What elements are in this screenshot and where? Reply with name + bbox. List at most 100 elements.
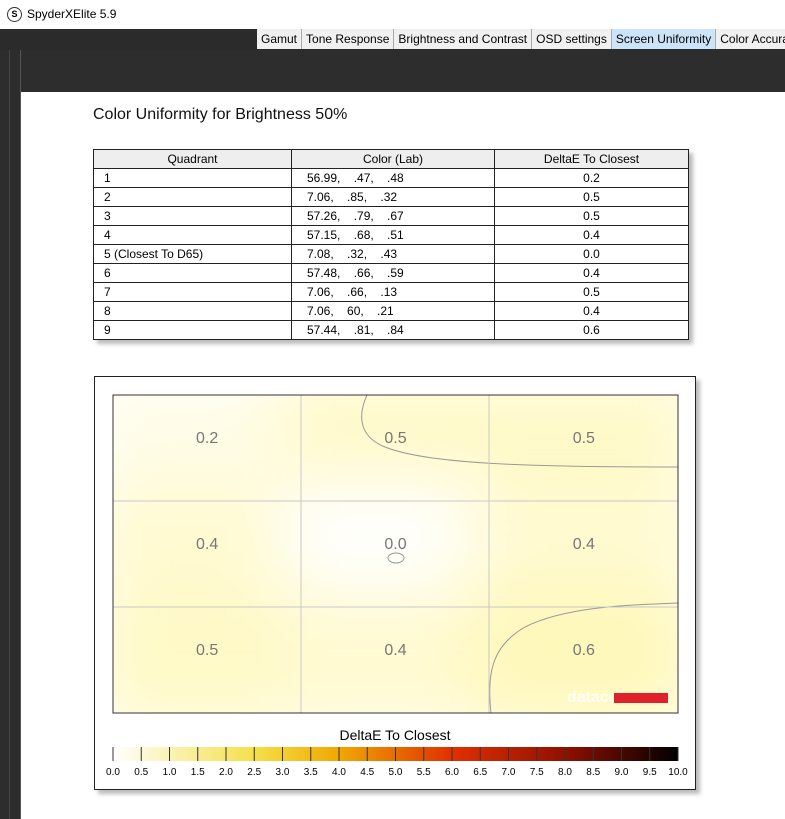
colorbar-label: 0.5 bbox=[134, 767, 148, 778]
table-cell: 0.4 bbox=[494, 225, 689, 245]
colorbar-label: 4.5 bbox=[360, 767, 374, 778]
table-row: 6 57.48, .66, .59 0.4 bbox=[93, 263, 689, 283]
window-title: SpyderXElite 5.9 bbox=[27, 7, 117, 21]
table-cell: 0.4 bbox=[494, 301, 689, 321]
table-cell: 0.2 bbox=[494, 168, 689, 188]
colorbar-label: 2.5 bbox=[247, 767, 261, 778]
cell-value: 0.4 bbox=[384, 642, 406, 659]
table-cell: 9 bbox=[93, 320, 292, 340]
table-cell: 2 bbox=[93, 187, 292, 207]
tab-bar: Gamut Tone Response Brightness and Contras… bbox=[0, 29, 785, 50]
colorbar-label: 0.0 bbox=[106, 767, 120, 778]
cell-value: 0.4 bbox=[196, 536, 218, 553]
colorbar-label: 6.5 bbox=[473, 767, 487, 778]
table-cell: 0.5 bbox=[494, 282, 689, 302]
column-header: Color (Lab) bbox=[291, 149, 495, 169]
colorbar-label: 1.5 bbox=[191, 767, 205, 778]
table-cell: 1 bbox=[93, 168, 292, 188]
table-cell: 57.26, .79, .67 bbox=[291, 206, 495, 226]
colorbar-label: 8.5 bbox=[586, 767, 600, 778]
watermark-bar bbox=[614, 693, 668, 703]
table-cell: 8 bbox=[93, 301, 292, 321]
contour-line bbox=[489, 602, 678, 713]
header-row: Quadrant Color (Lab) DeltaE To Closest bbox=[93, 149, 689, 169]
table-cell: 57.48, .66, .59 bbox=[291, 263, 495, 283]
colorbar-label: 3.0 bbox=[276, 767, 290, 778]
table-cell: 3 bbox=[93, 206, 292, 226]
table-row: 9 57.44, .81, .84 0.6 bbox=[93, 320, 689, 340]
table-cell: 7 bbox=[93, 282, 292, 302]
table-row: 7 7.06, .66, .13 0.5 bbox=[93, 282, 689, 302]
cell-value: 0.6 bbox=[573, 642, 595, 659]
table-cell: 5 (Closest To D65) bbox=[93, 244, 292, 264]
heat-blur bbox=[113, 395, 678, 713]
table-cell: 57.44, .81, .84 bbox=[291, 320, 495, 340]
uniformity-table: Quadrant Color (Lab) DeltaE To Closest 1 56.… bbox=[93, 149, 689, 340]
cell-value: 0.2 bbox=[196, 430, 218, 447]
colorbar-label: 5.5 bbox=[417, 767, 431, 778]
report-title: Color Uniformity for Brightness 50% bbox=[93, 106, 348, 123]
contours bbox=[361, 395, 678, 713]
colorbar-label: 8.0 bbox=[558, 767, 572, 778]
table-cell: 7.06, .85, .32 bbox=[291, 187, 495, 207]
colorbar-label: 7.5 bbox=[530, 767, 544, 778]
tab[interactable]: Color Accuracy bbox=[716, 29, 785, 49]
plot-frame bbox=[112, 394, 679, 714]
colorbar-label: 7.0 bbox=[502, 767, 516, 778]
heat-field bbox=[113, 395, 678, 713]
colorbar-label: 9.0 bbox=[615, 767, 629, 778]
tab[interactable]: Gamut bbox=[257, 29, 303, 49]
contour-line bbox=[387, 552, 405, 564]
uniformity-map: datacolor DeltaE To Closest 0.0 0.5 1.0 1.5… bbox=[94, 376, 696, 790]
colorbar-label: 4.0 bbox=[332, 767, 346, 778]
cell-value: 0.4 bbox=[573, 536, 595, 553]
table-cell: 7.08, .32, .43 bbox=[291, 244, 495, 264]
tab[interactable]: OSD settings bbox=[532, 29, 612, 49]
table-row: 2 7.06, .85, .32 0.5 bbox=[93, 187, 689, 207]
colorbar-label: 10.0 bbox=[668, 767, 688, 778]
column-header: DeltaE To Closest bbox=[494, 149, 689, 169]
table-cell: 56.99, .47, .48 bbox=[291, 168, 495, 188]
colorbar-label: 1.0 bbox=[163, 767, 177, 778]
tab[interactable]: Screen Uniformity bbox=[611, 29, 717, 49]
table-row: 4 57.15, .68, .51 0.4 bbox=[93, 225, 689, 245]
table-body: 1 56.99, .47, .48 0.2 2 7.06, .85, .32 0.5 3 57… bbox=[93, 168, 689, 340]
title-bar: S SpyderXElite 5.9 bbox=[0, 0, 785, 29]
colorbar-ticks: 0.0 0.5 1.0 1.5 2.0 2.5 3.0 3.5 4.0 4.5 5.0 5.5 6.0 6… bbox=[106, 747, 688, 778]
cell-value: 0.5 bbox=[573, 430, 595, 447]
colorbar-label: 9.5 bbox=[643, 767, 657, 778]
colorbar-label: 5.0 bbox=[389, 767, 403, 778]
table-cell: 6 bbox=[93, 263, 292, 283]
cell-value: 0.5 bbox=[196, 642, 218, 659]
tabs: Gamut Tone Response Brightness and Contras… bbox=[257, 29, 785, 49]
tab[interactable]: Brightness and Contrast bbox=[394, 29, 533, 49]
map-svg: datacolor DeltaE To Closest 0.0 0.5 1.0 1.5… bbox=[106, 394, 688, 778]
app-icon: S bbox=[7, 7, 22, 22]
table-cell: 57.15, .68, .51 bbox=[291, 225, 495, 245]
table-cell: 0.0 bbox=[494, 244, 689, 264]
table-cell: 0.5 bbox=[494, 206, 689, 226]
colorbar-label: 3.5 bbox=[304, 767, 318, 778]
table-cell: 4 bbox=[93, 225, 292, 245]
legend-title: DeltaE To Closest bbox=[339, 727, 450, 743]
cell-value: 0.5 bbox=[384, 430, 406, 447]
table-row: 1 56.99, .47, .48 0.2 bbox=[93, 168, 689, 188]
grid bbox=[113, 395, 678, 713]
table-cell: 7.06, 60, .21 bbox=[291, 301, 495, 321]
cell-value: 0.0 bbox=[384, 536, 406, 553]
table-row: 3 57.26, .79, .67 0.5 bbox=[93, 206, 689, 226]
colorbar-label: 6.0 bbox=[445, 767, 459, 778]
tab[interactable]: Tone Response bbox=[302, 29, 395, 49]
contour-line bbox=[361, 395, 678, 468]
table-row: 5 (Closest To D65) 7.08, .32, .43 0.0 bbox=[93, 244, 689, 264]
column-header: Quadrant bbox=[93, 149, 292, 169]
side-strip bbox=[0, 50, 21, 819]
table-cell: 0.5 bbox=[494, 187, 689, 207]
table-cell: 0.6 bbox=[494, 320, 689, 340]
colorbar-label: 2.0 bbox=[219, 767, 233, 778]
toolbar-band bbox=[0, 50, 785, 92]
table-row: 8 7.06, 60, .21 0.4 bbox=[93, 301, 689, 321]
table-cell: 0.4 bbox=[494, 263, 689, 283]
heat-cell bbox=[469, 587, 678, 713]
